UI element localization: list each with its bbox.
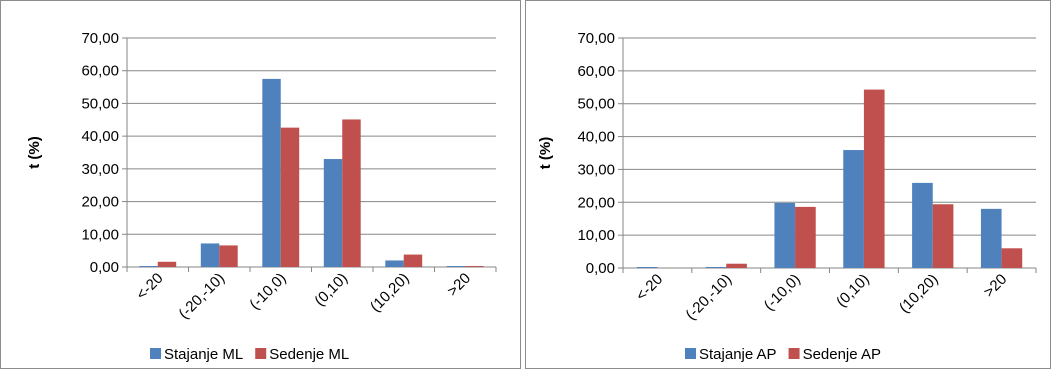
- x-tick-label: (0,10): [311, 270, 351, 310]
- legend-label: Stajanje ML: [164, 346, 243, 363]
- y-tick-label: 50,00: [577, 96, 615, 113]
- bar-sedenje-ml: [342, 119, 361, 267]
- y-axis-title: t (%): [537, 137, 554, 170]
- legend-swatch: [150, 348, 161, 359]
- y-tick-label: 70,00: [81, 30, 119, 47]
- bar-stajanje-ml: [385, 260, 404, 267]
- y-tick-label: 0,00: [90, 259, 119, 276]
- bar-stajanje-ap: [980, 208, 1002, 268]
- x-tick-label: (0,10): [833, 271, 873, 311]
- x-tick-label: >20: [980, 271, 1010, 301]
- legend-swatch: [255, 348, 267, 359]
- x-tick-label: <-20: [633, 271, 667, 305]
- y-tick-label: 10,00: [577, 227, 615, 244]
- bar-stajanje-ml: [200, 243, 220, 267]
- legend-swatch: [788, 348, 800, 359]
- bar-sedenje-ml: [403, 254, 423, 267]
- bar-sedenje-ap: [1001, 248, 1023, 268]
- bar-sedenje-ap: [863, 89, 885, 268]
- bar-stajanje-ml: [262, 78, 281, 268]
- y-tick-label: 30,00: [81, 161, 119, 178]
- y-tick-label: 60,00: [81, 63, 119, 80]
- x-tick-label: (-10,0): [246, 270, 289, 313]
- x-tick-label: (-10,0): [761, 271, 804, 314]
- bar-stajanje-ml: [323, 159, 343, 267]
- legend-label: Stajanje AP: [699, 346, 777, 363]
- chart-panel-right: 0,00 10,00 20,00 30,00 40,00 50,00 60,00 70,00 <…: [525, 0, 1051, 369]
- x-tick-label: <-20: [133, 270, 167, 304]
- x-tick-label: >20: [444, 270, 474, 300]
- y-tick-label: 50,00: [81, 95, 119, 112]
- bar-stajanje-ap: [636, 267, 658, 268]
- bar-sedenje-ml: [219, 245, 238, 267]
- bar-stajanje-ap: [774, 202, 796, 268]
- x-tick-label: (-20,-10): [682, 271, 735, 324]
- y-tick-label: 0,00: [586, 260, 615, 277]
- bar-stajanje-ml: [446, 266, 466, 267]
- chart-left: 0,00 10,00 20,00 30,00 40,00 50,00 60,00 70,00 <…: [26, 30, 497, 363]
- chart-right: 0,00 10,00 20,00 30,00 40,00 50,00 60,00 70,00 <…: [537, 30, 1037, 363]
- y-tick-label: 60,00: [577, 63, 615, 80]
- y-tick-label: 70,00: [577, 30, 615, 47]
- bar-sedenje-ml: [280, 127, 300, 267]
- bar-sedenje-ap: [726, 263, 747, 268]
- bar-stajanje-ap: [912, 182, 933, 268]
- legend-swatch: [685, 348, 696, 359]
- bar-sedenje-ap: [795, 206, 816, 268]
- bar-stajanje-ap: [705, 267, 727, 268]
- legend-label: Sedenje AP: [803, 346, 881, 363]
- chart-panel-left: 0,00 10,00 20,00 30,00 40,00 50,00 60,00 70,00 <…: [0, 0, 521, 369]
- bar-stajanje-ml: [139, 266, 158, 267]
- bar-sedenje-ap: [932, 204, 954, 268]
- bar-stajanje-ap: [843, 150, 864, 268]
- y-tick-label: 30,00: [577, 161, 615, 178]
- y-tick-label: 20,00: [577, 194, 615, 211]
- x-tick-label: (-20,-10): [175, 270, 228, 323]
- y-tick-label: 10,00: [81, 226, 119, 243]
- y-tick-label: 40,00: [577, 129, 615, 146]
- y-tick-label: 20,00: [81, 194, 119, 211]
- bar-sedenje-ml: [157, 261, 177, 267]
- bar-sedenje-ml: [465, 266, 484, 267]
- legend-label: Sedenje ML: [269, 346, 349, 363]
- y-tick-label: 40,00: [81, 128, 119, 145]
- y-axis-title: t (%): [26, 136, 43, 169]
- x-tick-label: (10,20): [896, 271, 942, 317]
- x-tick-label: (10,20): [367, 270, 413, 316]
